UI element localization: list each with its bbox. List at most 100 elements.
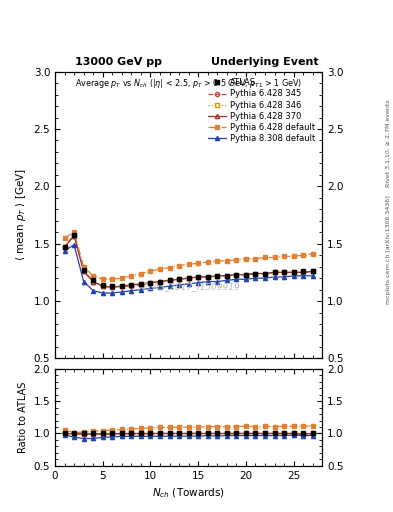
ATLAS: [215, 273, 220, 279]
Pythia 6.428 370: [186, 275, 191, 281]
Pythia 6.428 346: [234, 271, 239, 278]
Pythia 6.428 370: [158, 279, 162, 285]
Pythia 6.428 370: [91, 279, 95, 285]
Pythia 6.428 345: [224, 273, 229, 279]
ATLAS: [177, 276, 182, 282]
ATLAS: [263, 270, 267, 276]
Pythia 6.428 default: [196, 260, 200, 266]
Pythia 6.428 346: [186, 275, 191, 281]
ATLAS: [196, 274, 200, 280]
Pythia 6.428 346: [282, 269, 286, 275]
Pythia 6.428 370: [119, 283, 124, 289]
Pythia 6.428 345: [291, 269, 296, 275]
Pythia 6.428 346: [263, 270, 267, 276]
Pythia 6.428 346: [291, 269, 296, 275]
Pythia 6.428 346: [215, 273, 220, 279]
Pythia 6.428 default: [291, 253, 296, 260]
Pythia 6.428 345: [206, 274, 210, 280]
Pythia 8.308 default: [119, 289, 124, 295]
Pythia 6.428 default: [206, 259, 210, 265]
Pythia 6.428 default: [110, 276, 115, 282]
Pythia 6.428 345: [301, 269, 305, 275]
Pythia 6.428 345: [234, 271, 239, 278]
ATLAS: [234, 271, 239, 278]
Pythia 6.428 346: [158, 279, 162, 285]
Pythia 8.308 default: [310, 273, 315, 279]
Pythia 8.308 default: [91, 288, 95, 294]
Pythia 8.308 default: [158, 284, 162, 290]
Text: Underlying Event: Underlying Event: [211, 56, 318, 67]
Pythia 6.428 370: [301, 269, 305, 275]
Pythia 6.428 345: [148, 280, 153, 286]
Pythia 6.428 346: [224, 273, 229, 279]
Pythia 6.428 346: [81, 268, 86, 274]
Pythia 6.428 default: [62, 235, 67, 241]
Line: Pythia 6.428 345: Pythia 6.428 345: [62, 232, 315, 289]
Pythia 6.428 default: [310, 251, 315, 257]
Pythia 8.308 default: [301, 273, 305, 279]
ATLAS: [110, 283, 115, 289]
Pythia 6.428 370: [272, 269, 277, 275]
Pythia 6.428 370: [291, 269, 296, 275]
Pythia 6.428 345: [91, 279, 95, 285]
Pythia 6.428 345: [62, 244, 67, 250]
Pythia 6.428 370: [81, 268, 86, 274]
Pythia 6.428 346: [72, 232, 77, 239]
Pythia 6.428 346: [110, 284, 115, 290]
Pythia 6.428 370: [263, 270, 267, 276]
Text: Average $p_T$ vs $N_{ch}$ ($|\eta|$ < 2.5, $p_T$ > 0.5 GeV, $p_{T1}$ > 1 GeV): Average $p_T$ vs $N_{ch}$ ($|\eta|$ < 2.…: [75, 77, 302, 91]
Pythia 8.308 default: [206, 279, 210, 285]
Pythia 6.428 default: [177, 263, 182, 269]
Text: Rivet 3.1.10, ≥ 2.7M events: Rivet 3.1.10, ≥ 2.7M events: [386, 99, 391, 187]
Pythia 6.428 345: [110, 284, 115, 290]
Pythia 6.428 346: [129, 282, 134, 288]
Pythia 6.428 345: [263, 270, 267, 276]
Pythia 6.428 default: [72, 229, 77, 236]
Pythia 8.308 default: [291, 273, 296, 279]
Pythia 6.428 370: [129, 282, 134, 288]
Pythia 6.428 345: [215, 273, 220, 279]
ATLAS: [244, 271, 248, 278]
Line: Pythia 6.428 346: Pythia 6.428 346: [62, 233, 315, 289]
Pythia 8.308 default: [253, 275, 258, 281]
ATLAS: [158, 279, 162, 285]
Pythia 6.428 370: [110, 284, 115, 290]
Pythia 6.428 370: [196, 274, 200, 280]
ATLAS: [206, 274, 210, 280]
Pythia 8.308 default: [244, 276, 248, 282]
ATLAS: [186, 275, 191, 281]
Pythia 6.428 default: [167, 265, 172, 271]
Pythia 6.428 345: [253, 270, 258, 276]
Pythia 6.428 370: [253, 270, 258, 276]
ATLAS: [310, 268, 315, 274]
Pythia 6.428 345: [72, 231, 77, 238]
Pythia 6.428 346: [91, 279, 95, 285]
Pythia 6.428 default: [244, 255, 248, 262]
Pythia 6.428 default: [263, 254, 267, 261]
ATLAS: [72, 231, 77, 238]
Pythia 8.308 default: [148, 285, 153, 291]
Pythia 6.428 346: [272, 269, 277, 275]
Pythia 6.428 346: [62, 244, 67, 250]
Pythia 6.428 345: [244, 271, 248, 278]
Pythia 8.308 default: [196, 280, 200, 286]
Pythia 6.428 346: [139, 281, 143, 287]
Pythia 6.428 370: [244, 271, 248, 278]
Pythia 6.428 370: [234, 271, 239, 278]
Pythia 6.428 346: [206, 274, 210, 280]
Pythia 6.428 default: [272, 254, 277, 261]
Pythia 8.308 default: [110, 290, 115, 296]
ATLAS: [148, 280, 153, 286]
Pythia 6.428 345: [129, 283, 134, 289]
Pythia 6.428 default: [81, 264, 86, 270]
Line: Pythia 6.428 370: Pythia 6.428 370: [62, 233, 315, 289]
Pythia 6.428 default: [119, 275, 124, 281]
Line: Pythia 6.428 default: Pythia 6.428 default: [62, 230, 315, 282]
ATLAS: [91, 278, 95, 284]
Pythia 8.308 default: [139, 287, 143, 293]
Pythia 8.308 default: [272, 274, 277, 280]
Text: mcplots.cern.ch [arXiv:1306.3436]: mcplots.cern.ch [arXiv:1306.3436]: [386, 195, 391, 304]
Pythia 6.428 default: [91, 273, 95, 279]
Pythia 6.428 default: [215, 258, 220, 264]
Pythia 6.428 370: [310, 268, 315, 274]
